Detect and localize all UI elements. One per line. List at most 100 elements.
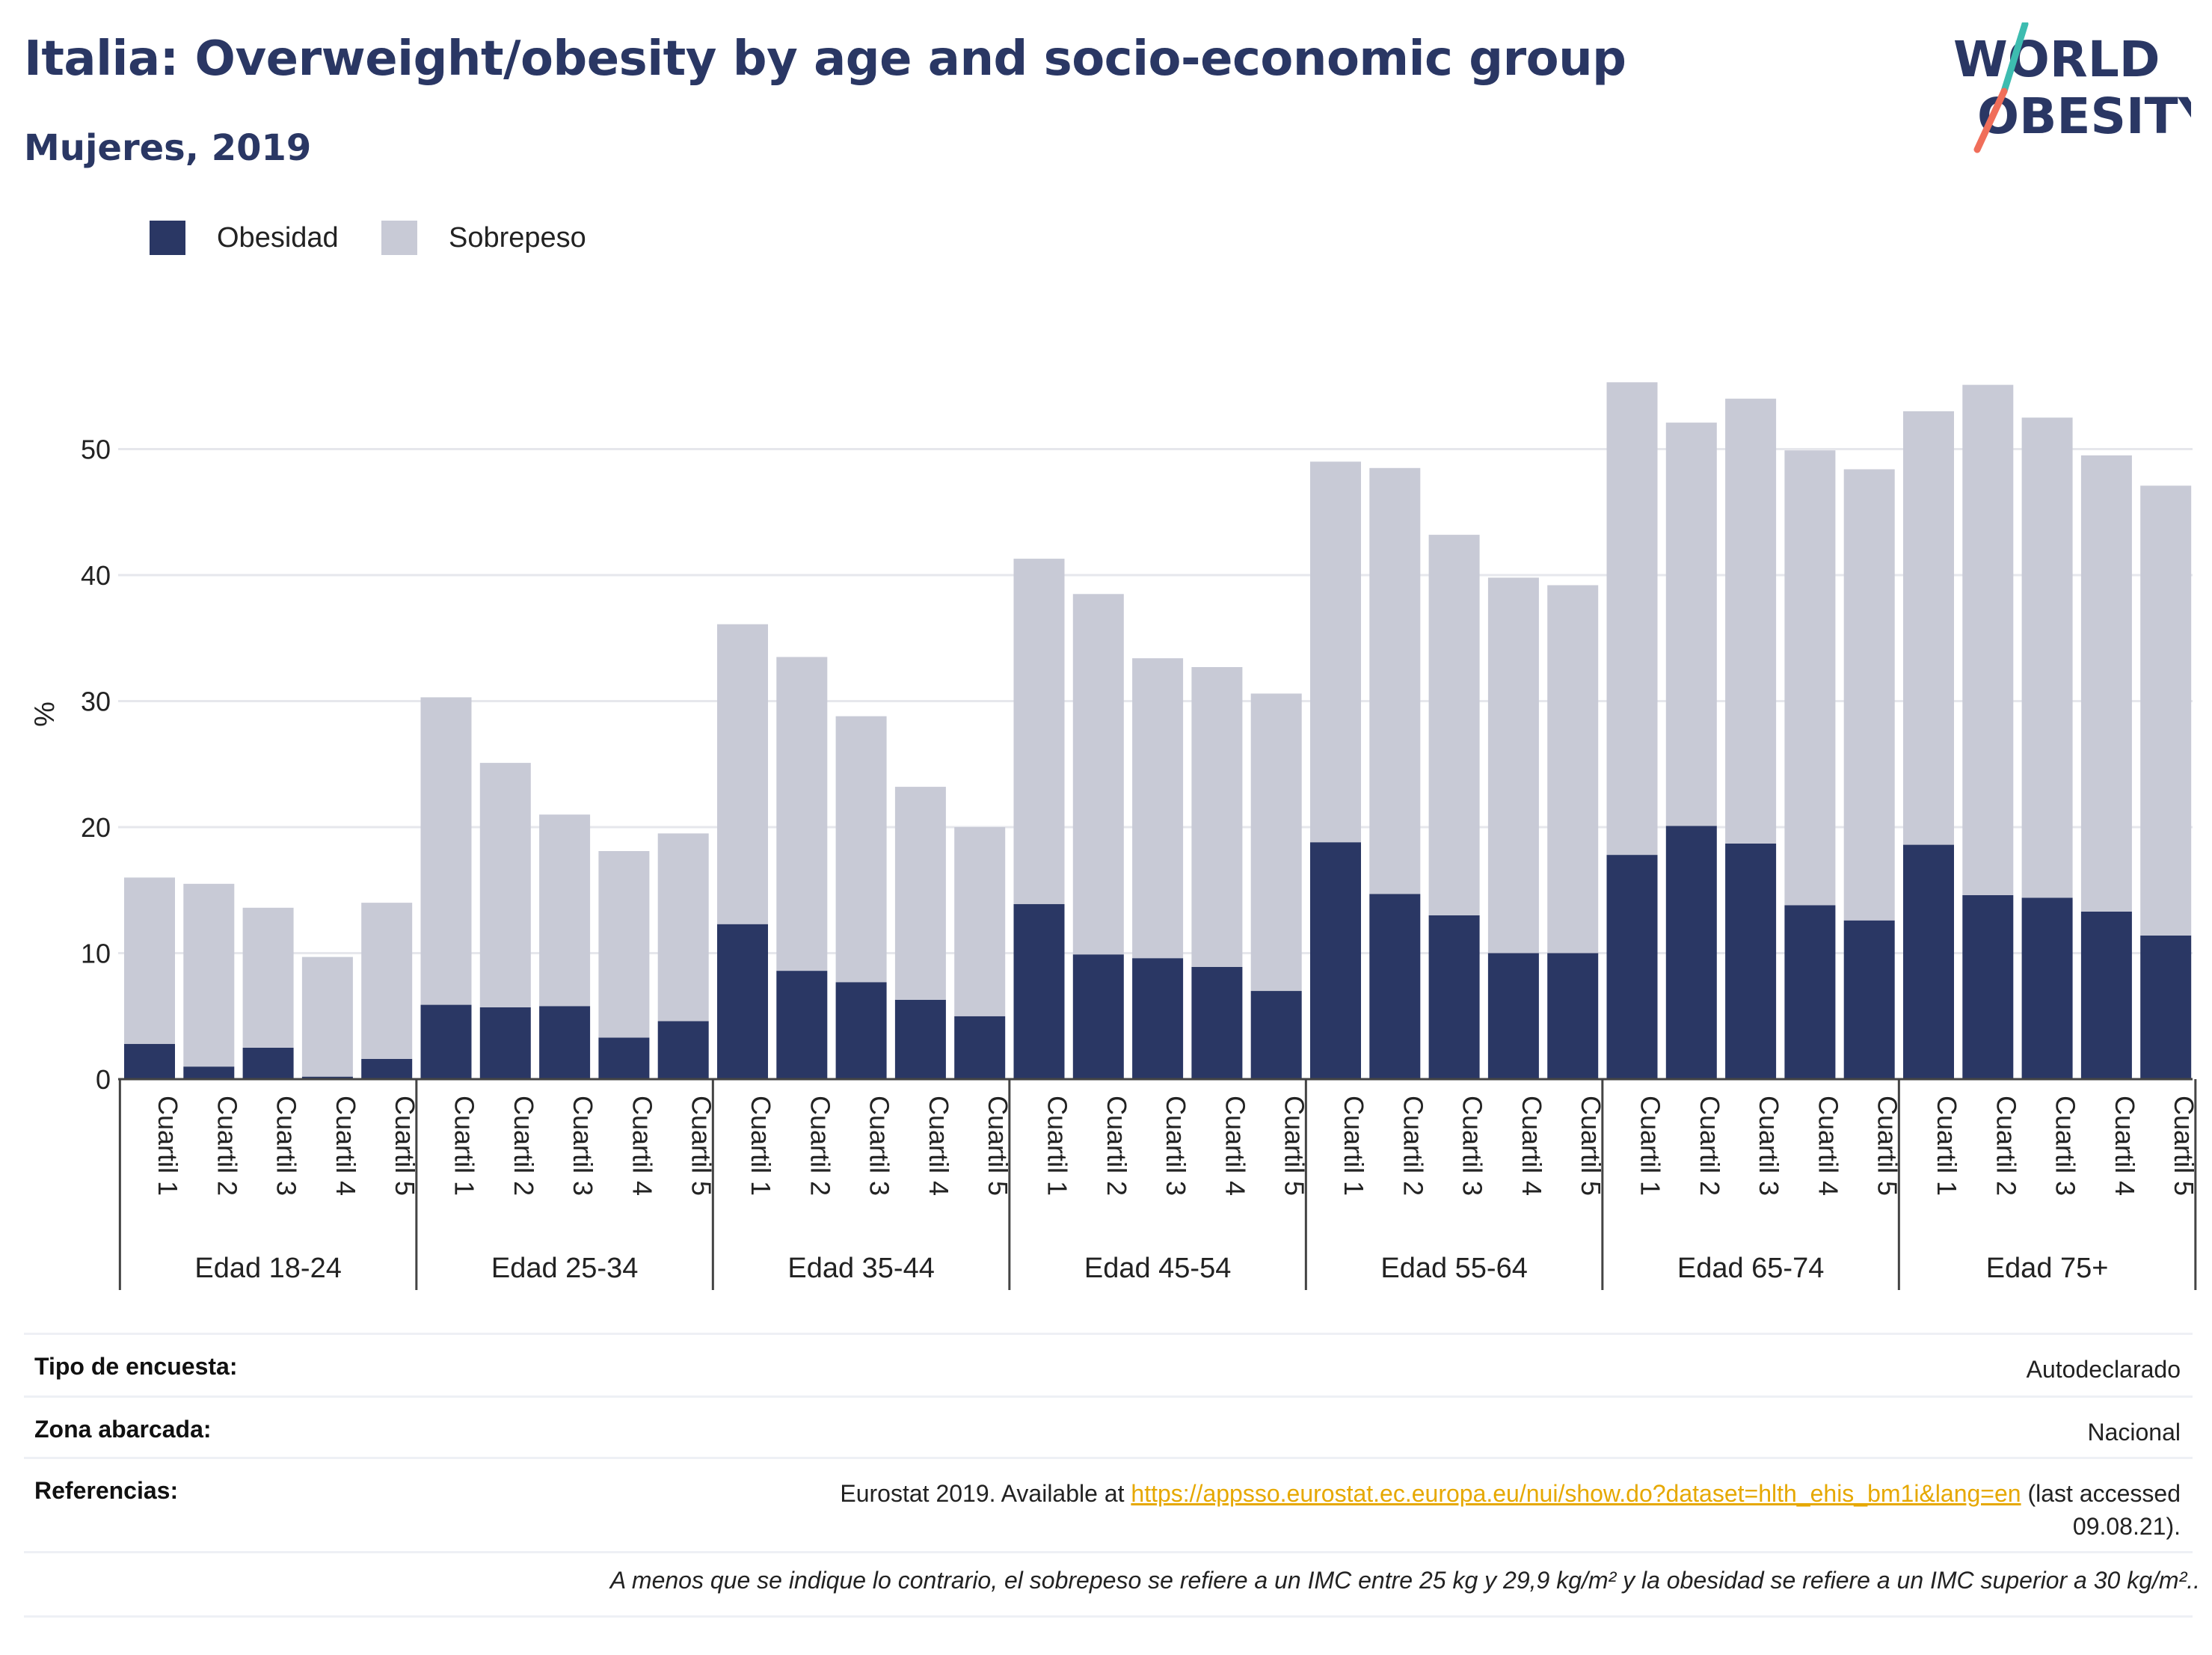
legend-label-sobrepeso: Sobrepeso [449, 221, 586, 254]
references-value: Eurostat 2019. Available at https://apps… [840, 1477, 2181, 1543]
bar-obesidad [1191, 967, 1243, 1079]
bar-obesidad [361, 1059, 413, 1079]
logo-slash-coral [1973, 87, 2008, 153]
y-tick-label: 30 [81, 687, 111, 717]
y-tick-label: 20 [81, 812, 111, 843]
bar-obesidad [479, 1007, 531, 1079]
legend-swatch-sobrepeso [381, 221, 417, 255]
references-date: 09.08.21). [2072, 1513, 2181, 1540]
references-label: Referencias: [34, 1477, 179, 1504]
bar-obesidad [242, 1047, 294, 1079]
bar-sobrepeso [479, 763, 531, 1007]
bar-obesidad [894, 999, 946, 1079]
bar-obesidad [2080, 911, 2132, 1079]
bar-sobrepeso [1665, 423, 1717, 826]
group-label: Edad 25-34 [491, 1253, 639, 1284]
survey-label: Tipo de encuesta: [34, 1353, 238, 1380]
x-tick-label: Cuartil 4 [1813, 1096, 1843, 1196]
x-tick-label: Cuartil 4 [627, 1096, 657, 1196]
bar-sobrepeso [242, 907, 294, 1048]
x-tick-label: Cuartil 3 [1457, 1096, 1488, 1196]
x-tick-label: Cuartil 2 [1398, 1096, 1428, 1196]
bar-obesidad [835, 982, 887, 1079]
bar-sobrepeso [1487, 577, 1539, 954]
bar-obesidad [1903, 844, 1954, 1079]
bar-obesidad [598, 1037, 650, 1079]
bar-sobrepeso [717, 624, 768, 924]
group-label: Edad 65-74 [1677, 1253, 1825, 1284]
group-label: Edad 75+ [1986, 1253, 2109, 1284]
x-tick-label: Cuartil 2 [509, 1096, 539, 1196]
bar-obesidad [420, 1004, 472, 1079]
x-tick-label: Cuartil 2 [212, 1096, 242, 1196]
bar-sobrepeso [1547, 585, 1599, 954]
x-tick-label: Cuartil 4 [331, 1096, 361, 1196]
x-tick-label: Cuartil 1 [1339, 1096, 1369, 1196]
x-tick-label: Cuartil 3 [1161, 1096, 1191, 1196]
chart-title: Italia: Overweight/obesity by age and so… [24, 31, 1626, 87]
logo-line-1: WORLD [1953, 31, 2160, 88]
y-axis-title: % [29, 701, 61, 727]
bar-sobrepeso [301, 957, 353, 1077]
x-tick-label: Cuartil 2 [1695, 1096, 1725, 1196]
bar-sobrepeso [835, 716, 887, 983]
logo-slash-teal [2000, 22, 2029, 95]
bar-obesidad [954, 1016, 1006, 1080]
bar-sobrepeso [776, 657, 828, 971]
bar-sobrepeso [361, 903, 413, 1059]
bar-obesidad [1725, 843, 1777, 1079]
bar-sobrepeso [420, 697, 472, 1005]
area-value: Nacional [2087, 1419, 2181, 1446]
bar-sobrepeso [183, 883, 235, 1067]
x-tick-label: Cuartil 3 [1754, 1096, 1784, 1196]
legend-swatch-obesidad [150, 221, 185, 255]
bar-obesidad [1665, 826, 1717, 1079]
bar-sobrepeso [1428, 535, 1480, 915]
bar-sobrepeso [1369, 467, 1421, 894]
axes: 0 10 20 30 40 50% Cuartil 1 Cuartil 2 Cuartil 3 C… [29, 435, 2199, 1290]
survey-value: Autodeclarado [2026, 1356, 2181, 1383]
bar-sobrepeso [2080, 455, 2132, 912]
bar-sobrepeso [539, 814, 591, 1007]
stacked-bar-chart: 0 10 20 30 40 50% Cuartil 1 Cuartil 2 Cuartil 3 C… [29, 382, 2199, 1290]
footer-divider [24, 1615, 2193, 1618]
bar-obesidad [1962, 895, 2014, 1079]
bar-obesidad [657, 1021, 709, 1079]
bar-sobrepeso [1310, 461, 1361, 843]
chart-subtitle: Mujeres, 2019 [24, 127, 312, 169]
x-tick-label: Cuartil 1 [1932, 1096, 1962, 1196]
bar-sobrepeso [657, 833, 709, 1022]
x-tick-label: Cuartil 2 [1991, 1096, 2021, 1196]
legend-item-sobrepeso: Sobrepeso [381, 221, 586, 255]
bar-sobrepeso [894, 787, 946, 1000]
footnote: A menos que se indique lo contrario, el … [609, 1567, 2200, 1594]
info-row-references: Referencias: Eurostat 2019. Available at… [24, 1457, 2193, 1551]
bar-obesidad [776, 971, 828, 1079]
legend-item-obesidad: Obesidad [150, 221, 339, 255]
y-tick-label: 10 [81, 939, 111, 969]
x-tick-label: Cuartil 3 [864, 1096, 895, 1196]
x-tick-label: Cuartil 4 [2110, 1096, 2140, 1196]
x-tick-label: Cuartil 1 [1635, 1096, 1666, 1196]
bar-sobrepeso [1903, 411, 1954, 845]
bar-sobrepeso [2140, 485, 2192, 936]
bar-obesidad [124, 1043, 175, 1079]
bar-obesidad [183, 1066, 235, 1079]
bar-obesidad [1013, 903, 1065, 1079]
x-tick-label: Cuartil 3 [271, 1096, 302, 1196]
references-suffix: (last accessed [2021, 1480, 2181, 1507]
x-tick-label: Cuartil 1 [449, 1096, 480, 1196]
bar-obesidad [2140, 935, 2192, 1079]
bar-sobrepeso [1606, 382, 1658, 856]
references-link[interactable]: https://appsso.eurostat.ec.europa.eu/nui… [1131, 1480, 2021, 1507]
bar-sobrepeso [1250, 693, 1302, 992]
info-divider [24, 1551, 2193, 1553]
area-label: Zona abarcada: [34, 1416, 212, 1443]
bar-sobrepeso [1072, 594, 1124, 955]
x-tick-label: Cuartil 2 [1102, 1096, 1132, 1196]
y-tick-label: 0 [96, 1064, 111, 1095]
group-label: Edad 55-64 [1380, 1253, 1528, 1284]
x-tick-label: Cuartil 1 [746, 1096, 776, 1196]
bar-sobrepeso [1784, 450, 1836, 906]
bar-obesidad [1606, 855, 1658, 1079]
